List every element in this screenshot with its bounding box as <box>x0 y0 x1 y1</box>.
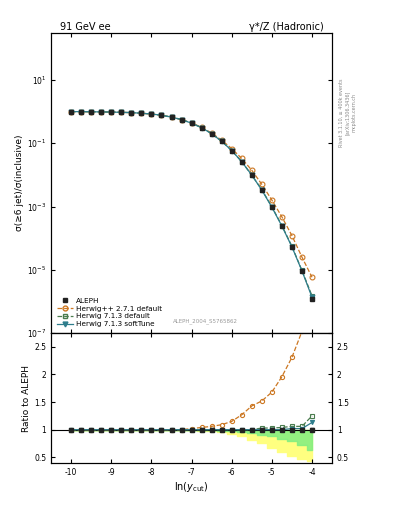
Text: γ*/Z (Hadronic): γ*/Z (Hadronic) <box>249 22 324 32</box>
X-axis label: $\ln(y_{\rm cut})$: $\ln(y_{\rm cut})$ <box>174 480 209 494</box>
Text: Rivet 3.1.10, ≥ 400k events: Rivet 3.1.10, ≥ 400k events <box>339 78 344 147</box>
Y-axis label: σ(≥6 jet)/σ(inclusive): σ(≥6 jet)/σ(inclusive) <box>15 135 24 231</box>
Text: 91 GeV ee: 91 GeV ee <box>59 22 110 32</box>
Text: [arXiv:1306.3436]: [arXiv:1306.3436] <box>345 91 350 135</box>
Legend: ALEPH, Herwig++ 2.7.1 default, Herwig 7.1.3 default, Herwig 7.1.3 softTune: ALEPH, Herwig++ 2.7.1 default, Herwig 7.… <box>55 295 164 329</box>
Text: mcplots.cern.ch: mcplots.cern.ch <box>351 93 356 132</box>
Text: ALEPH_2004_S5765862: ALEPH_2004_S5765862 <box>173 318 238 324</box>
Y-axis label: Ratio to ALEPH: Ratio to ALEPH <box>22 365 31 432</box>
